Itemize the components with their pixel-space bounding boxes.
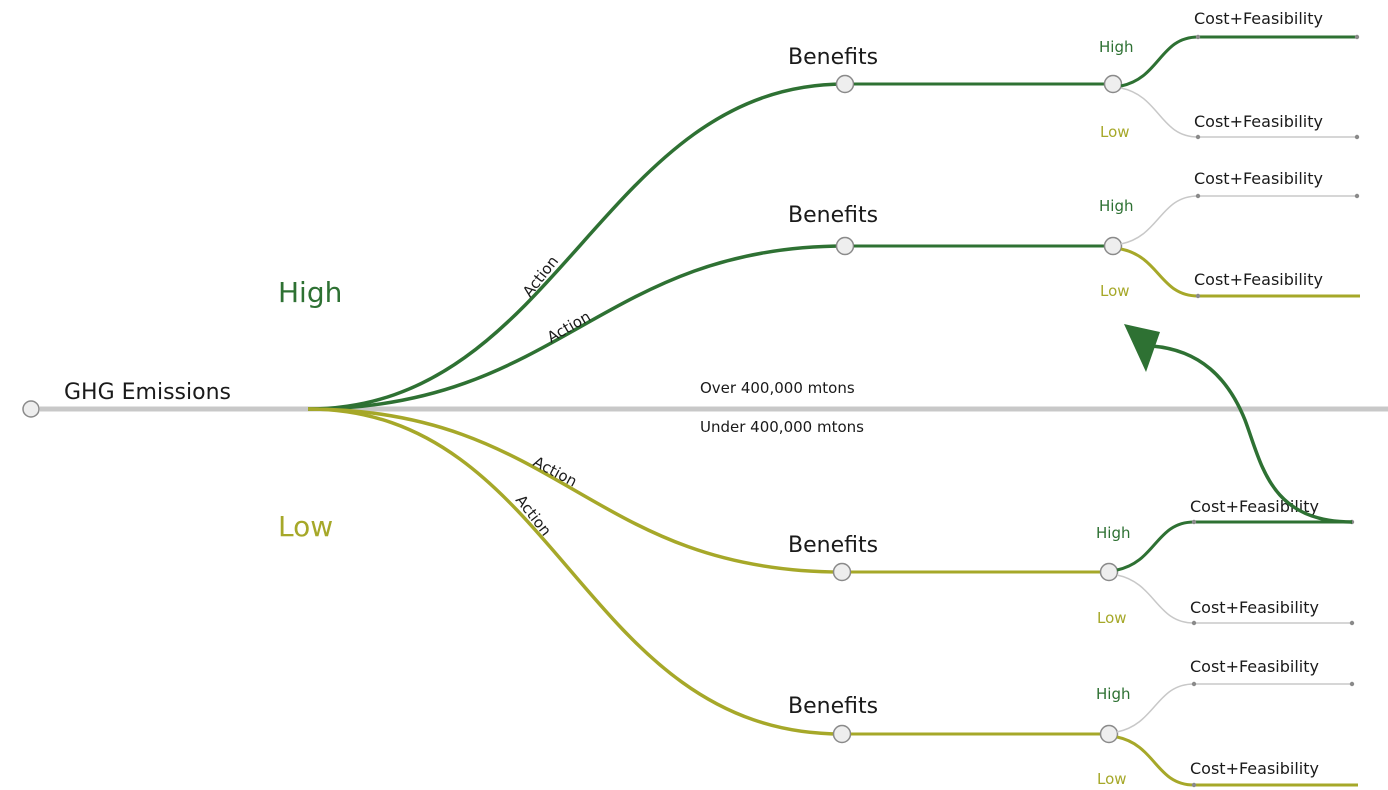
branch-2-outcome-node <box>1103 236 1123 256</box>
low-region-label: Low <box>278 510 333 543</box>
divider-below-label: Under 400,000 mtons <box>700 418 864 436</box>
branch-1-low-cost-label: Cost+Feasibility <box>1194 112 1323 131</box>
branch-3-high-cost-label: Cost+Feasibility <box>1190 497 1319 516</box>
branch-4-benefits-label: Benefits <box>788 694 878 719</box>
branch-1-high-dot-start <box>1195 34 1201 40</box>
reclassify-arrow-head <box>1124 324 1160 372</box>
branch-1-high-label: High <box>1099 38 1133 56</box>
branch-1-high-dot-end <box>1354 34 1360 40</box>
root-label: GHG Emissions <box>64 380 231 405</box>
branch-4-high-path <box>1116 683 1352 733</box>
branch-2: Action Benefits High Low Cost+Feasibilit… <box>307 169 1360 411</box>
branch-3-low-label: Low <box>1097 609 1127 627</box>
branch-1-benefits-label: Benefits <box>788 45 878 70</box>
branch-4-low-cost-label: Cost+Feasibility <box>1190 759 1319 778</box>
branch-3-high-dot-start <box>1191 519 1197 525</box>
branch-3-low-dot-start <box>1191 620 1197 626</box>
branch-3-low-dot-end <box>1349 620 1355 626</box>
branch-3-benefits-label: Benefits <box>788 533 878 558</box>
branch-4-high-label: High <box>1096 685 1130 703</box>
branch-2-high-dot-end <box>1354 193 1360 199</box>
reclassify-arrow-shaft <box>1151 344 1353 524</box>
branch-4-high-dot-end <box>1349 681 1355 687</box>
divider-above-label: Over 400,000 mtons <box>700 379 855 397</box>
branch-3-benefits-node <box>832 562 852 582</box>
branch-2-action-path <box>307 244 846 411</box>
branch-3-action-label: Action <box>530 453 580 491</box>
branch-4-low-path <box>1116 735 1358 787</box>
branch-1-action-path <box>307 82 846 411</box>
branch-2-high-dot-start <box>1195 193 1201 199</box>
branch-4-benefits-node <box>832 724 852 744</box>
branch-2-low-path <box>1120 247 1360 298</box>
branch-1-action-label: Action <box>519 252 562 300</box>
branch-4-outcome-node <box>1099 724 1119 744</box>
branch-4-high-cost-label: Cost+Feasibility <box>1190 657 1319 676</box>
branch-2-high-label: High <box>1099 197 1133 215</box>
branch-3-high-label: High <box>1096 524 1130 542</box>
branch-4-action-path <box>307 407 843 736</box>
branch-2-low-cost-label: Cost+Feasibility <box>1194 270 1323 289</box>
branch-1-low-dot-end <box>1354 134 1360 140</box>
reclassify-arrow <box>1124 324 1353 524</box>
branch-1-high-path <box>1120 35 1357 88</box>
branch-3-low-path <box>1116 574 1352 624</box>
branch-4-low-dot-start <box>1191 782 1197 788</box>
branch-4-action-label: Action <box>512 491 555 539</box>
branch-2-action-label: Action <box>544 307 594 346</box>
branch-1-outcome-node <box>1103 74 1123 94</box>
branch-2-low-label: Low <box>1100 282 1130 300</box>
branch-3-low-cost-label: Cost+Feasibility <box>1190 598 1319 617</box>
branch-4-low-label: Low <box>1097 770 1127 788</box>
high-region-label: High <box>278 276 342 309</box>
root-node <box>22 400 40 418</box>
branch-1-low-label: Low <box>1100 123 1130 141</box>
branch-2-benefits-label: Benefits <box>788 203 878 228</box>
branch-4-high-dot-start <box>1191 681 1197 687</box>
branch-1-high-cost-label: Cost+Feasibility <box>1194 9 1323 28</box>
branch-2-benefits-node <box>835 236 855 256</box>
branch-1-low-dot-start <box>1195 134 1201 140</box>
branch-2-low-dot-start <box>1195 293 1201 299</box>
branch-3-action-path <box>307 407 843 574</box>
branch-2-high-path <box>1120 195 1357 245</box>
branch-3: Action Benefits High Low Cost+Feasibilit… <box>307 407 1355 627</box>
branch-1-low-path <box>1120 87 1357 138</box>
branch-1: Action Benefits High Low Cost+Feasibilit… <box>307 9 1360 411</box>
branch-2-high-cost-label: Cost+Feasibility <box>1194 169 1323 188</box>
branch-3-outcome-node <box>1099 562 1119 582</box>
branch-1-benefits-node <box>835 74 855 94</box>
branch-3-high-path <box>1116 520 1352 572</box>
